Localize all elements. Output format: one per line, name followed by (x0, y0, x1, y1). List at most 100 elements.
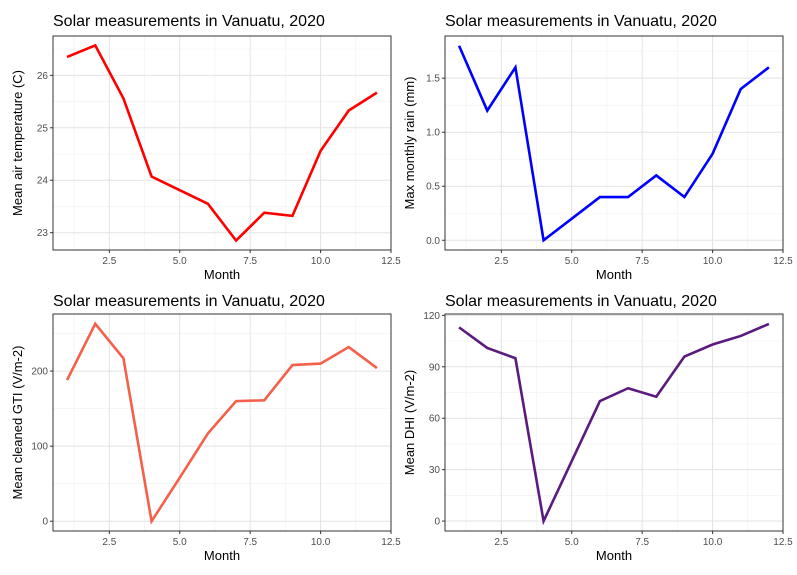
data-point (179, 476, 181, 478)
panel-title: Solar measurements in Vanuatu, 2020 (445, 13, 717, 30)
data-point (768, 323, 770, 325)
data-point (122, 97, 124, 99)
data-point (740, 335, 742, 337)
x-tick-label: 10.0 (311, 256, 331, 267)
y-tick-label: 100 (31, 442, 48, 453)
x-tick-label: 2.5 (102, 537, 116, 548)
y-tick-label: 0 (434, 517, 440, 528)
y-axis-label: Max monthly rain (mm) (402, 77, 417, 210)
panel-dhi: 2.5 5.0 7.5 10.0 12.5 0 30 60 90 120 Solar measure… (402, 293, 793, 563)
y-tick-label: 1.5 (426, 74, 440, 85)
data-point (711, 343, 713, 345)
data-point (348, 346, 350, 348)
data-point (263, 399, 265, 401)
data-point (655, 396, 657, 398)
panel-title: Solar measurements in Vanuatu, 2020 (53, 13, 325, 30)
y-tick-label: 30 (429, 465, 441, 476)
data-point (683, 355, 685, 357)
x-tick-label: 2.5 (494, 256, 508, 267)
data-point (542, 520, 544, 522)
data-point (711, 153, 713, 155)
y-tick-label: 26 (37, 71, 49, 82)
data-point (94, 44, 96, 46)
data-point (94, 323, 96, 325)
data-point (458, 45, 460, 47)
y-tick-label: 0.5 (426, 182, 440, 193)
y-tick-label: 120 (423, 311, 440, 322)
series-line-temperature (66, 43, 378, 243)
data-point (571, 217, 573, 219)
x-axis-label: Month (596, 548, 632, 563)
panel-border (52, 313, 392, 532)
x-tick-label: 2.5 (102, 256, 116, 267)
x-axis-label: Month (204, 548, 240, 563)
data-point (66, 379, 68, 381)
x-tick-label: 2.5 (494, 537, 508, 548)
plot-background (445, 36, 783, 250)
y-axis-label: Mean cleaned GTI (V/m-2) (10, 346, 25, 500)
data-point (768, 66, 770, 68)
data-point (542, 239, 544, 241)
data-point (291, 364, 293, 366)
x-tick-label: 7.5 (243, 256, 257, 267)
data-point (235, 400, 237, 402)
data-point (179, 189, 181, 191)
y-tick-label: 90 (429, 362, 441, 373)
data-point (319, 362, 321, 364)
data-point (348, 109, 350, 111)
panel-title: Solar measurements in Vanuatu, 2020 (445, 293, 717, 310)
data-point (514, 66, 516, 68)
series-line-gti (65, 321, 378, 525)
x-tick-label: 12.5 (381, 256, 401, 267)
x-tick-label: 7.5 (635, 537, 649, 548)
x-tick-label: 10.0 (703, 537, 723, 548)
x-tick-label: 5.0 (173, 537, 187, 548)
data-point (627, 387, 629, 389)
data-point (122, 357, 124, 359)
x-axis-label: Month (204, 267, 240, 282)
panel-temperature: 2.5 5.0 7.5 10.0 12.5 23 24 25 26 Solar measureme… (10, 13, 401, 282)
panel-border (52, 35, 392, 251)
data-point (235, 239, 237, 241)
panel-border (444, 35, 784, 251)
y-tick-label: 60 (429, 414, 441, 425)
y-tick-label: 0.0 (426, 236, 440, 247)
data-point (627, 196, 629, 198)
x-tick-label: 12.5 (773, 537, 793, 548)
x-tick-label: 12.5 (381, 537, 401, 548)
data-point (263, 212, 265, 214)
data-point (319, 150, 321, 152)
data-point (655, 174, 657, 176)
x-tick-label: 5.0 (565, 256, 579, 267)
panel-title: Solar measurements in Vanuatu, 2020 (53, 293, 325, 310)
plot-background (445, 314, 783, 531)
panel-gti: 2.5 5.0 7.5 10.0 12.5 0 100 200 Solar measuremen… (10, 293, 401, 563)
series-line-rain (457, 45, 770, 243)
data-point (599, 400, 601, 402)
x-tick-label: 7.5 (243, 537, 257, 548)
data-point (486, 347, 488, 349)
data-point (291, 215, 293, 217)
data-point (376, 91, 378, 93)
data-point (458, 326, 460, 328)
y-tick-label: 1.0 (426, 128, 440, 139)
y-tick-label: 24 (37, 176, 49, 187)
y-tick-label: 0 (42, 517, 48, 528)
plot-background (53, 314, 391, 531)
x-tick-label: 7.5 (635, 256, 649, 267)
x-tick-label: 10.0 (703, 256, 723, 267)
y-tick-label: 200 (31, 367, 48, 378)
data-point (207, 203, 209, 205)
y-tick-label: 23 (37, 228, 49, 239)
x-tick-label: 5.0 (565, 537, 579, 548)
data-point (376, 367, 378, 369)
data-point (571, 460, 573, 462)
plot-background (53, 36, 391, 250)
data-point (207, 432, 209, 434)
data-point (66, 56, 68, 58)
data-point (599, 196, 601, 198)
data-point (683, 196, 685, 198)
x-tick-label: 12.5 (773, 256, 793, 267)
y-axis-label: Mean DHI (V/m-2) (402, 370, 417, 475)
